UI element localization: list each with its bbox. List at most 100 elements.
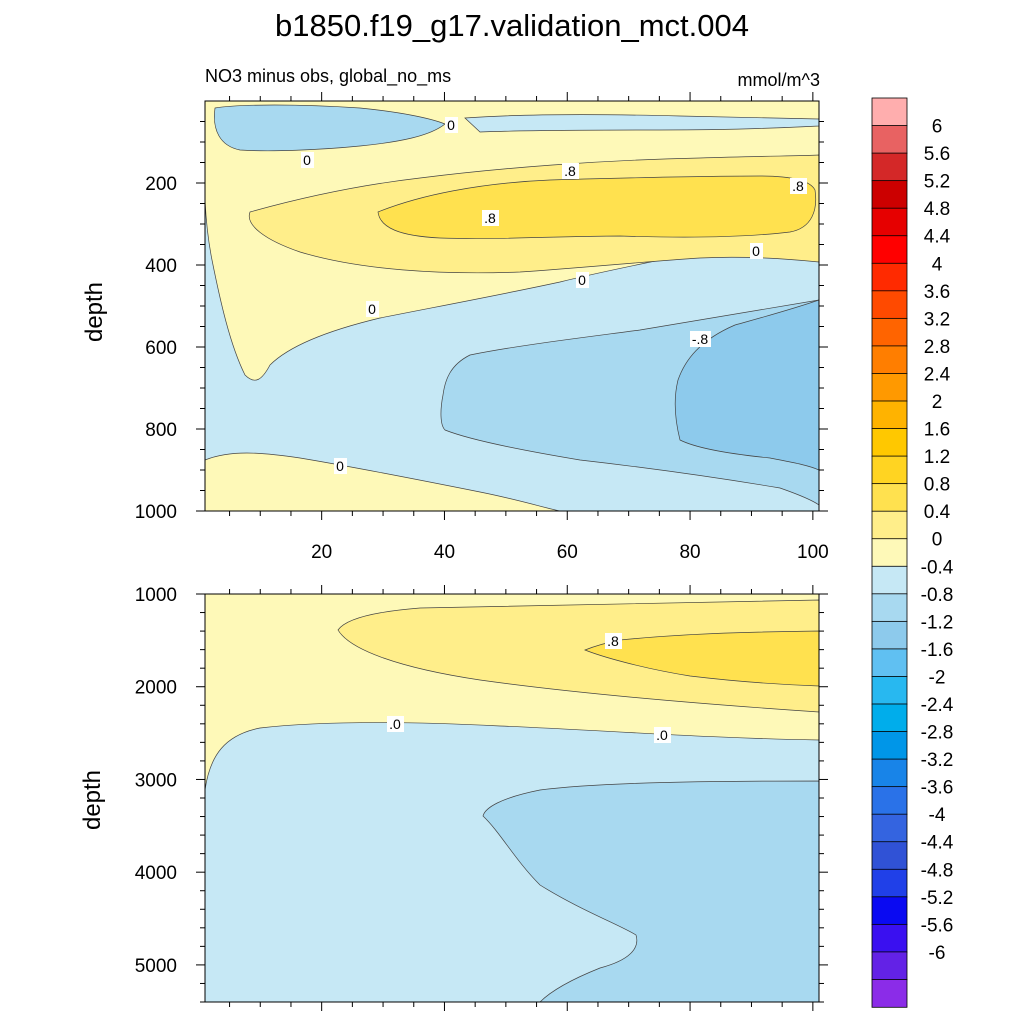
colorbar-label: -1.6 bbox=[921, 640, 954, 661]
y-tick-label: 1000 bbox=[135, 502, 177, 523]
colorbar-swatch bbox=[871, 786, 908, 815]
colorbar-label: 1.2 bbox=[924, 447, 950, 468]
colorbar-swatch bbox=[871, 731, 908, 760]
colorbar-label: 5.6 bbox=[924, 144, 950, 165]
colorbar-label: 2.4 bbox=[924, 364, 951, 385]
colorbar-swatch bbox=[871, 262, 908, 292]
colorbar-label: 5.2 bbox=[924, 172, 950, 193]
colorbar-swatch bbox=[871, 593, 908, 623]
colorbar-swatch bbox=[871, 428, 908, 457]
colorbar-swatch bbox=[871, 152, 908, 182]
upper-panel: 0 0 .8 .8 .8 0 0 0 -.8 0 bbox=[204, 100, 820, 512]
colorbar-label: -5.2 bbox=[921, 888, 954, 909]
colorbar-swatch bbox=[871, 345, 908, 375]
colorbar-swatch bbox=[871, 868, 908, 898]
colorbar-swatch bbox=[871, 510, 908, 540]
colorbar-label: -2 bbox=[929, 667, 946, 688]
x-tick-label: 20 bbox=[311, 542, 332, 563]
upper-region-surface-blue bbox=[214, 104, 446, 152]
colorbar-swatch bbox=[871, 896, 908, 926]
colorbar-label: -6 bbox=[929, 943, 946, 964]
chart-units: mmol/m^3 bbox=[738, 70, 820, 90]
chart-subtitle-left: NO3 minus obs, global_no_ms bbox=[205, 66, 451, 87]
lower-contour-labels: .8 .0 .0 bbox=[387, 633, 671, 743]
colorbar-swatch bbox=[871, 758, 908, 788]
colorbar-swatch bbox=[871, 841, 908, 870]
colorbar-swatch bbox=[871, 125, 908, 154]
lower-axes: 1000 2000 3000 4000 5000 bbox=[135, 585, 828, 1011]
contour-label: .8 bbox=[484, 210, 496, 226]
upper-axes: 20 40 60 80 100 200 400 600 800 1000 bbox=[135, 92, 829, 563]
colorbar-swatch bbox=[871, 317, 908, 347]
colorbar-swatch bbox=[871, 620, 908, 650]
x-tick-label: 80 bbox=[679, 542, 700, 563]
colorbar-label: 4.8 bbox=[924, 199, 950, 220]
lower-region-pos-core bbox=[584, 630, 819, 687]
lower-y-axis-label: depth bbox=[79, 770, 106, 830]
colorbar-swatch bbox=[871, 290, 908, 320]
x-tick-label: 40 bbox=[434, 542, 455, 563]
y-tick-label: 5000 bbox=[135, 956, 177, 977]
upper-contour-labels: 0 0 .8 .8 .8 0 0 0 -.8 0 bbox=[301, 117, 807, 474]
contour-label: .8 bbox=[607, 633, 619, 649]
colorbar-label: 3.6 bbox=[924, 282, 950, 303]
contour-label: 0 bbox=[447, 117, 455, 133]
colorbar-swatch bbox=[871, 235, 908, 264]
lower-panel: .8 .0 .0 bbox=[204, 593, 820, 1003]
lower-region-neg-mid bbox=[482, 780, 819, 1002]
colorbar-label: -5.6 bbox=[921, 915, 954, 936]
colorbar-swatch bbox=[871, 565, 908, 595]
colorbar-swatch bbox=[871, 923, 908, 953]
colorbar-label: -3.6 bbox=[921, 778, 954, 799]
contour-label: .0 bbox=[656, 727, 668, 743]
contour-label: .0 bbox=[389, 716, 401, 732]
contour-label: 0 bbox=[752, 243, 760, 259]
colorbar-label: 0.4 bbox=[924, 502, 951, 523]
chart-title: b1850.f19_g17.validation_mct.004 bbox=[275, 8, 749, 43]
colorbar-label: -0.8 bbox=[921, 585, 954, 606]
colorbar-label: -4.4 bbox=[921, 833, 954, 854]
colorbar-label: 1.6 bbox=[924, 420, 950, 441]
colorbar-label: 4 bbox=[932, 254, 943, 275]
colorbar-label: -4 bbox=[929, 805, 946, 826]
colorbar-label: 3.2 bbox=[924, 309, 950, 330]
colorbar-label: -4.8 bbox=[921, 860, 954, 881]
y-tick-label: 600 bbox=[145, 338, 177, 359]
colorbar-swatch bbox=[871, 951, 908, 981]
colorbar-swatch bbox=[871, 979, 908, 1008]
colorbar-label: -2.4 bbox=[921, 695, 954, 716]
colorbar-label: 2.8 bbox=[924, 337, 950, 358]
colorbar-label: 0.8 bbox=[924, 475, 950, 496]
colorbar-swatch bbox=[871, 648, 908, 678]
colorbar-label: 2 bbox=[932, 392, 943, 413]
contour-label: 0 bbox=[578, 272, 586, 288]
colorbar-swatch bbox=[871, 373, 908, 402]
y-tick-label: 3000 bbox=[135, 770, 177, 791]
contour-label: 0 bbox=[368, 301, 376, 317]
colorbar-swatch bbox=[871, 538, 908, 567]
upper-y-axis-label: depth bbox=[81, 282, 108, 342]
y-tick-label: 800 bbox=[145, 420, 177, 441]
upper-region-surface-strip bbox=[464, 114, 819, 133]
contour-label: -.8 bbox=[692, 331, 709, 347]
colorbar-swatch bbox=[871, 97, 908, 127]
upper-region-pos-bottom bbox=[205, 452, 561, 511]
x-tick-label: 60 bbox=[557, 542, 578, 563]
x-tick-label: 100 bbox=[797, 542, 829, 563]
contour-label: .8 bbox=[564, 163, 576, 179]
contour-label: 0 bbox=[303, 152, 311, 168]
colorbar-swatch bbox=[871, 676, 908, 705]
y-tick-label: 400 bbox=[145, 256, 177, 277]
colorbar-swatch bbox=[871, 455, 908, 485]
colorbar-label: -3.2 bbox=[921, 750, 954, 771]
colorbar-swatch bbox=[871, 180, 908, 209]
colorbar: 6 5.6 5.2 4.8 4.4 4 3.6 3.2 2.8 2.4 2 1.6 1.2 0.8 0.4 0… bbox=[871, 97, 954, 1008]
upper-region-neg-dark bbox=[674, 299, 819, 471]
y-tick-label: 2000 bbox=[135, 678, 177, 699]
colorbar-swatch bbox=[871, 400, 908, 430]
y-tick-label: 4000 bbox=[135, 863, 177, 884]
colorbar-label: 4.4 bbox=[924, 227, 951, 248]
colorbar-label: 6 bbox=[932, 117, 943, 138]
lower-region-pos-mid bbox=[337, 599, 819, 713]
